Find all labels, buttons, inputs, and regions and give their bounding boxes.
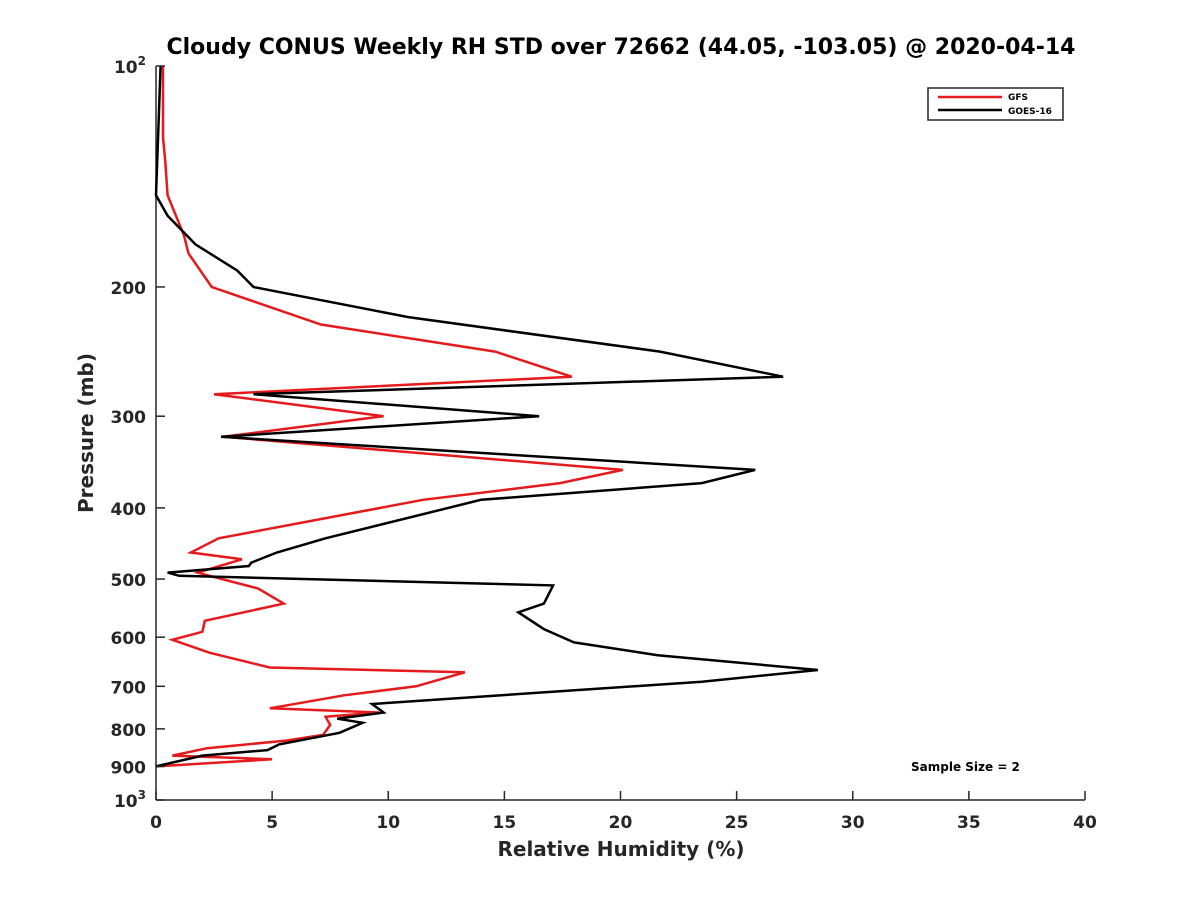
legend-box xyxy=(927,87,1064,121)
chart-title: Cloudy CONUS Weekly RH STD over 72662 (4… xyxy=(167,35,1076,60)
sample-size-annotation: Sample Size = 2 xyxy=(911,760,1020,774)
y-tick-label: 600 xyxy=(111,629,147,649)
x-tick-label: 15 xyxy=(493,813,517,833)
legend: GFS GOES-16 xyxy=(927,87,1064,121)
y-tick-label: 800 xyxy=(111,721,147,741)
x-axis-label: Relative Humidity (%) xyxy=(497,837,744,861)
y-axis-label: Pressure (mb) xyxy=(74,353,98,513)
y-tick-label: 103 xyxy=(114,788,146,812)
y-tick-label: 700 xyxy=(111,678,147,698)
plot-area: 0 5 10 15 20 25 30 35 40 102 200 300 400 500 600 700 80… xyxy=(111,54,1097,833)
series-layer xyxy=(154,65,819,768)
y-ticks: 102 200 300 400 500 600 700 800 900 103 xyxy=(111,54,165,812)
y-tick-label: 400 xyxy=(111,500,147,520)
y-tick-label: 900 xyxy=(111,758,147,778)
x-tick-label: 10 xyxy=(376,813,400,833)
y-tick-label: 300 xyxy=(111,408,147,428)
x-tick-label: 25 xyxy=(725,813,749,833)
legend-label-gfs: GFS xyxy=(1008,93,1028,103)
x-tick-label: 30 xyxy=(841,813,865,833)
x-tick-label: 0 xyxy=(150,813,162,833)
x-tick-label: 20 xyxy=(609,813,633,833)
x-tick-label: 5 xyxy=(266,813,278,833)
y-tick-label: 200 xyxy=(111,279,147,299)
x-ticks: 0 5 10 15 20 25 30 35 40 xyxy=(150,791,1097,833)
y-tick-label: 500 xyxy=(111,571,147,591)
series-line-goes16 xyxy=(154,65,819,768)
series-line-gfs xyxy=(155,66,624,768)
x-tick-label: 35 xyxy=(957,813,981,833)
y-tick-label: 102 xyxy=(114,54,146,78)
x-tick-label: 40 xyxy=(1073,813,1097,833)
legend-label-goes16: GOES-16 xyxy=(1008,107,1052,117)
